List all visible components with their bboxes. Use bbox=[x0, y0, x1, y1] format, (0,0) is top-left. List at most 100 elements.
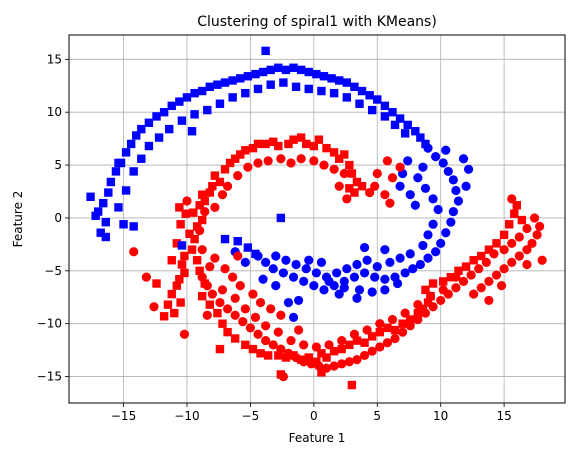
data-point-circle bbox=[514, 232, 524, 242]
data-point-square bbox=[350, 188, 359, 197]
data-point-circle bbox=[339, 168, 349, 179]
data-point-square bbox=[365, 91, 374, 100]
data-point-square bbox=[319, 72, 329, 81]
data-point-circle bbox=[261, 336, 271, 346]
data-point-square bbox=[421, 285, 430, 295]
data-point-circle bbox=[278, 268, 288, 278]
data-point-circle bbox=[129, 247, 139, 257]
data-point-square bbox=[218, 319, 227, 328]
data-point-circle bbox=[428, 194, 438, 204]
data-point-circle bbox=[205, 261, 215, 272]
data-point-square bbox=[96, 228, 105, 237]
data-point-circle bbox=[349, 329, 360, 339]
data-point-circle bbox=[400, 268, 410, 278]
data-point-square bbox=[352, 336, 362, 345]
data-point-circle bbox=[372, 261, 382, 272]
data-point-circle bbox=[266, 304, 276, 314]
data-point-circle bbox=[392, 278, 403, 289]
data-point-circle bbox=[276, 344, 286, 354]
data-point-circle bbox=[451, 283, 461, 293]
data-point-square bbox=[163, 300, 173, 309]
data-point-square bbox=[395, 114, 405, 123]
data-point-circle bbox=[261, 321, 271, 331]
data-point-circle bbox=[481, 257, 491, 267]
data-point-circle bbox=[428, 302, 438, 312]
data-point-square bbox=[403, 120, 412, 130]
data-point-circle bbox=[248, 289, 258, 299]
data-point-circle bbox=[438, 158, 448, 168]
data-point-circle bbox=[202, 310, 212, 320]
data-point-square bbox=[176, 220, 185, 229]
data-point-circle bbox=[210, 202, 220, 212]
data-point-square bbox=[228, 93, 237, 102]
data-point-square bbox=[181, 209, 190, 218]
data-point-circle bbox=[301, 264, 311, 274]
data-point-square bbox=[213, 80, 222, 89]
data-point-square bbox=[274, 63, 283, 72]
data-point-square bbox=[205, 188, 215, 197]
data-point-square bbox=[177, 116, 187, 125]
data-point-square bbox=[210, 171, 220, 180]
data-point-square bbox=[347, 380, 357, 390]
data-point-circle bbox=[179, 329, 190, 339]
data-point-square bbox=[350, 82, 359, 92]
data-point-circle bbox=[507, 257, 517, 267]
data-point-circle bbox=[453, 196, 464, 206]
data-point-circle bbox=[240, 257, 250, 267]
data-point-square bbox=[266, 65, 275, 75]
data-point-square bbox=[129, 167, 138, 176]
data-point-square bbox=[367, 332, 377, 341]
data-point-circle bbox=[197, 272, 207, 282]
data-point-circle bbox=[291, 259, 301, 270]
data-point-square bbox=[274, 141, 283, 151]
data-point-circle bbox=[230, 310, 240, 320]
y-tick-label: −15 bbox=[37, 370, 62, 384]
data-point-square bbox=[180, 268, 189, 278]
data-point-circle bbox=[359, 242, 370, 253]
data-point-square bbox=[101, 232, 110, 242]
data-point-circle bbox=[451, 272, 461, 282]
data-point-circle bbox=[316, 257, 327, 267]
data-point-circle bbox=[507, 238, 517, 248]
data-point-circle bbox=[228, 272, 238, 282]
data-point-circle bbox=[349, 272, 360, 282]
data-point-square bbox=[439, 277, 448, 286]
data-point-square bbox=[477, 251, 486, 261]
data-point-square bbox=[253, 84, 263, 94]
data-point-square bbox=[312, 357, 321, 366]
data-point-circle bbox=[294, 295, 304, 306]
data-point-circle bbox=[438, 285, 448, 295]
data-point-circle bbox=[337, 336, 347, 346]
data-point-circle bbox=[370, 181, 380, 191]
data-point-square bbox=[220, 234, 230, 244]
data-point-square bbox=[176, 298, 185, 307]
data-point-square bbox=[327, 74, 336, 83]
data-point-square bbox=[390, 325, 400, 335]
data-point-square bbox=[159, 107, 169, 117]
data-point-square bbox=[263, 351, 273, 360]
data-point-circle bbox=[441, 145, 451, 155]
data-point-square bbox=[317, 349, 326, 358]
data-point-square bbox=[220, 165, 230, 174]
data-point-circle bbox=[141, 272, 151, 282]
data-point-square bbox=[236, 150, 245, 159]
data-point-circle bbox=[496, 281, 507, 291]
data-point-circle bbox=[332, 268, 342, 278]
data-point-square bbox=[223, 327, 232, 337]
data-point-square bbox=[390, 120, 400, 130]
data-point-circle bbox=[387, 173, 398, 183]
data-point-square bbox=[269, 137, 278, 147]
data-point-circle bbox=[299, 357, 309, 367]
data-point-circle bbox=[382, 156, 393, 166]
data-point-square bbox=[251, 69, 260, 79]
x-axis-label: Feature 1 bbox=[289, 431, 346, 445]
data-point-square bbox=[504, 220, 514, 229]
data-point-circle bbox=[413, 173, 423, 183]
data-point-square bbox=[200, 196, 209, 206]
data-point-circle bbox=[398, 327, 408, 337]
data-point-square bbox=[499, 230, 509, 240]
data-point-square bbox=[197, 291, 207, 301]
data-point-square bbox=[296, 65, 306, 75]
data-point-circle bbox=[367, 287, 377, 297]
data-point-circle bbox=[405, 190, 415, 200]
